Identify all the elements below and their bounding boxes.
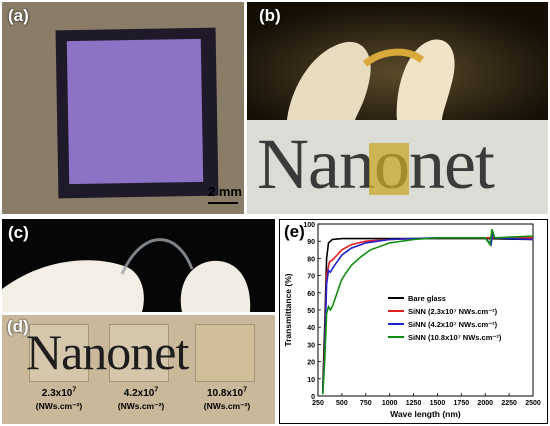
panel-c-label: (c) [8, 223, 29, 242]
x-tick-label: 2000 [477, 400, 493, 407]
legend-label-1: Bare glass [408, 294, 446, 303]
x-tick-label: 500 [336, 400, 348, 407]
nanonet-patch [369, 143, 409, 195]
sample-square-1 [29, 324, 89, 382]
panel-e-label: (e) [284, 222, 305, 241]
x-axis-label: Wave length (nm) [390, 409, 461, 419]
transmittance-chart: 0 10 20 30 40 50 60 70 80 90 100 250 500 750 1000 1250 1… [283, 222, 541, 419]
x-tick-label: 1000 [382, 400, 398, 407]
y-tick-label: 60 [307, 291, 315, 298]
density-label-2: 4.2x107 (NWs.cm⁻²) [117, 386, 165, 411]
x-tick-label: 250 [312, 400, 324, 407]
panel-a-label: (a) [8, 6, 29, 25]
legend-label-3: SiNN (4.2x10⁷ NWs.cm⁻²) [408, 320, 498, 329]
y-tick-label: 0 [311, 394, 315, 401]
x-tick-label: 750 [360, 400, 372, 407]
panel-c-photo: (c) [2, 219, 275, 312]
density-label-3: 10.8x107 (NWs.cm⁻²) [203, 386, 251, 411]
x-tick-label: 2500 [525, 400, 541, 407]
gloved-hands-illustration [247, 2, 548, 120]
y-axis-label: Transmittance (%) [283, 273, 293, 346]
panel-b-transparency-photo: Nanonet [247, 120, 548, 214]
panel-b-photo: (b) [247, 2, 548, 120]
scale-bar-label: 2 mm [208, 184, 242, 199]
panel-d-photo: Nanonet (d) 2.3x107 (NWs.cm⁻²) 4.2x107 (… [2, 315, 275, 424]
y-tick-label: 80 [307, 256, 315, 263]
y-tick-label: 30 [307, 342, 315, 349]
x-tick-label: 2250 [501, 400, 517, 407]
series-line-3 [322, 229, 534, 393]
y-tick-label: 90 [307, 239, 315, 246]
x-tick-label: 1250 [406, 400, 422, 407]
flexible-substrate-illustration [2, 219, 275, 312]
nanonet-text: Nanonet [26, 324, 189, 380]
sample-square-2 [109, 324, 169, 382]
y-tick-label: 20 [307, 360, 315, 367]
y-tick-label: 10 [307, 377, 315, 384]
scale-bar [208, 202, 238, 204]
y-tick-label: 70 [307, 274, 315, 281]
panel-d-label: (d) [7, 317, 29, 336]
panel-b-label: (b) [259, 6, 281, 25]
y-tick-label: 50 [307, 308, 315, 315]
legend-label-2: SiNN (2.3x10⁷ NWs.cm⁻²) [408, 307, 498, 316]
series-line-4 [322, 228, 534, 395]
panel-e-chart: 0 10 20 30 40 50 60 70 80 90 100 250 500 750 1000 1250 1… [279, 219, 548, 424]
density-label-1: 2.3x107 (NWs.cm⁻²) [35, 386, 83, 411]
y-tick-label: 40 [307, 325, 315, 332]
y-tick-label: 100 [303, 222, 315, 229]
sample-square-3 [195, 324, 255, 382]
nanonet-film [66, 38, 204, 185]
x-tick-label: 1750 [454, 400, 470, 407]
x-tick-label: 1500 [430, 400, 446, 407]
panel-a-photo: (a) 2 mm [2, 2, 244, 214]
legend-label-4: SiNN (10.8x10⁷ NWs.cm⁻²) [408, 333, 502, 342]
